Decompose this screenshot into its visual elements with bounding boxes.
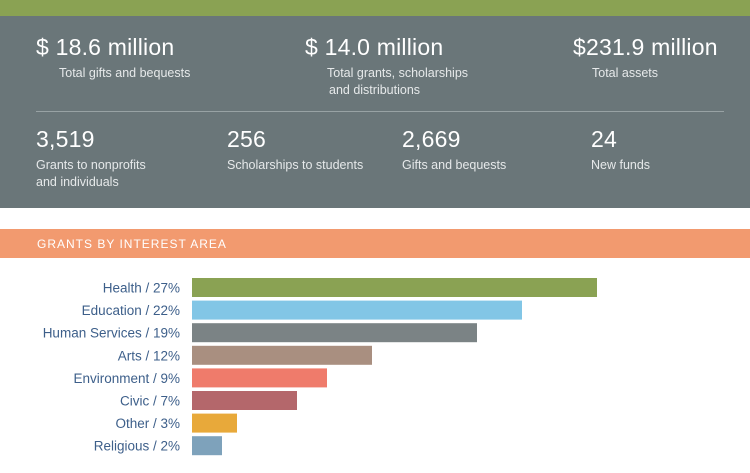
bar-6: [192, 413, 237, 433]
stat-value: 24: [591, 126, 617, 152]
stats-panel: $ 18.6 million Total gifts and bequests …: [0, 16, 750, 208]
stat-label: Gifts and bequests: [402, 158, 507, 172]
stat-label: Total grants, scholarships and distribut…: [305, 65, 468, 99]
bar-chart: Health / 27% Education / 22% Human Service…: [43, 278, 597, 456]
category-label: Education / 22%: [82, 303, 180, 318]
category-label: Arts / 12%: [118, 348, 180, 363]
bar-2: [192, 323, 477, 343]
stat-new-funds: 24 New funds: [591, 126, 650, 174]
stat-label-line: and individuals: [36, 175, 119, 189]
category-label: Human Services / 19%: [43, 326, 180, 341]
stats-divider: [36, 111, 724, 112]
stat-label: New funds: [591, 158, 651, 172]
stat-value: $ 18.6 million: [36, 34, 175, 60]
stat-total-assets: $231.9 million Total assets: [573, 34, 718, 82]
section-title: GRANTS BY INTEREST AREA: [37, 236, 227, 251]
stat-scholarships-count: 256 Scholarships to students: [227, 126, 363, 174]
stat-value: 3,519: [36, 126, 95, 152]
bar-1: [192, 300, 522, 320]
stat-label-line: Grants to nonprofits: [36, 158, 146, 172]
category-label: Civic / 7%: [120, 394, 180, 409]
stat-total-grants: $ 14.0 million Total grants, scholarship…: [305, 34, 468, 99]
bar-7: [192, 436, 222, 456]
category-label: Other / 3%: [115, 416, 180, 431]
top-accent-bar: [0, 0, 750, 16]
stat-label: Total gifts and bequests: [59, 66, 191, 80]
stat-label-line: and distributions: [329, 83, 421, 97]
stat-total-gifts: $ 18.6 million Total gifts and bequests: [36, 34, 190, 82]
stat-gifts-count: 2,669 Gifts and bequests: [402, 126, 506, 174]
stat-label-line: Total grants, scholarships: [327, 66, 469, 80]
category-label: Health / 27%: [103, 281, 180, 296]
stat-grants-count: 3,519 Grants to nonprofits and individua…: [36, 126, 146, 191]
stat-label: Grants to nonprofits and individuals: [36, 157, 146, 191]
stat-value: $ 14.0 million: [305, 34, 444, 60]
stat-value: 2,669: [402, 126, 461, 152]
bar-3: [192, 345, 372, 365]
stat-label: Total assets: [592, 66, 659, 80]
stat-value: $231.9 million: [573, 34, 718, 60]
bar-0: [192, 278, 597, 297]
section-header: GRANTS BY INTEREST AREA: [0, 229, 750, 258]
category-label: Religious / 2%: [94, 439, 180, 454]
bar-5: [192, 391, 297, 410]
bar-4: [192, 368, 327, 388]
stat-value: 256: [227, 126, 266, 152]
stat-label: Scholarships to students: [227, 158, 364, 172]
category-label: Environment / 9%: [73, 371, 180, 386]
